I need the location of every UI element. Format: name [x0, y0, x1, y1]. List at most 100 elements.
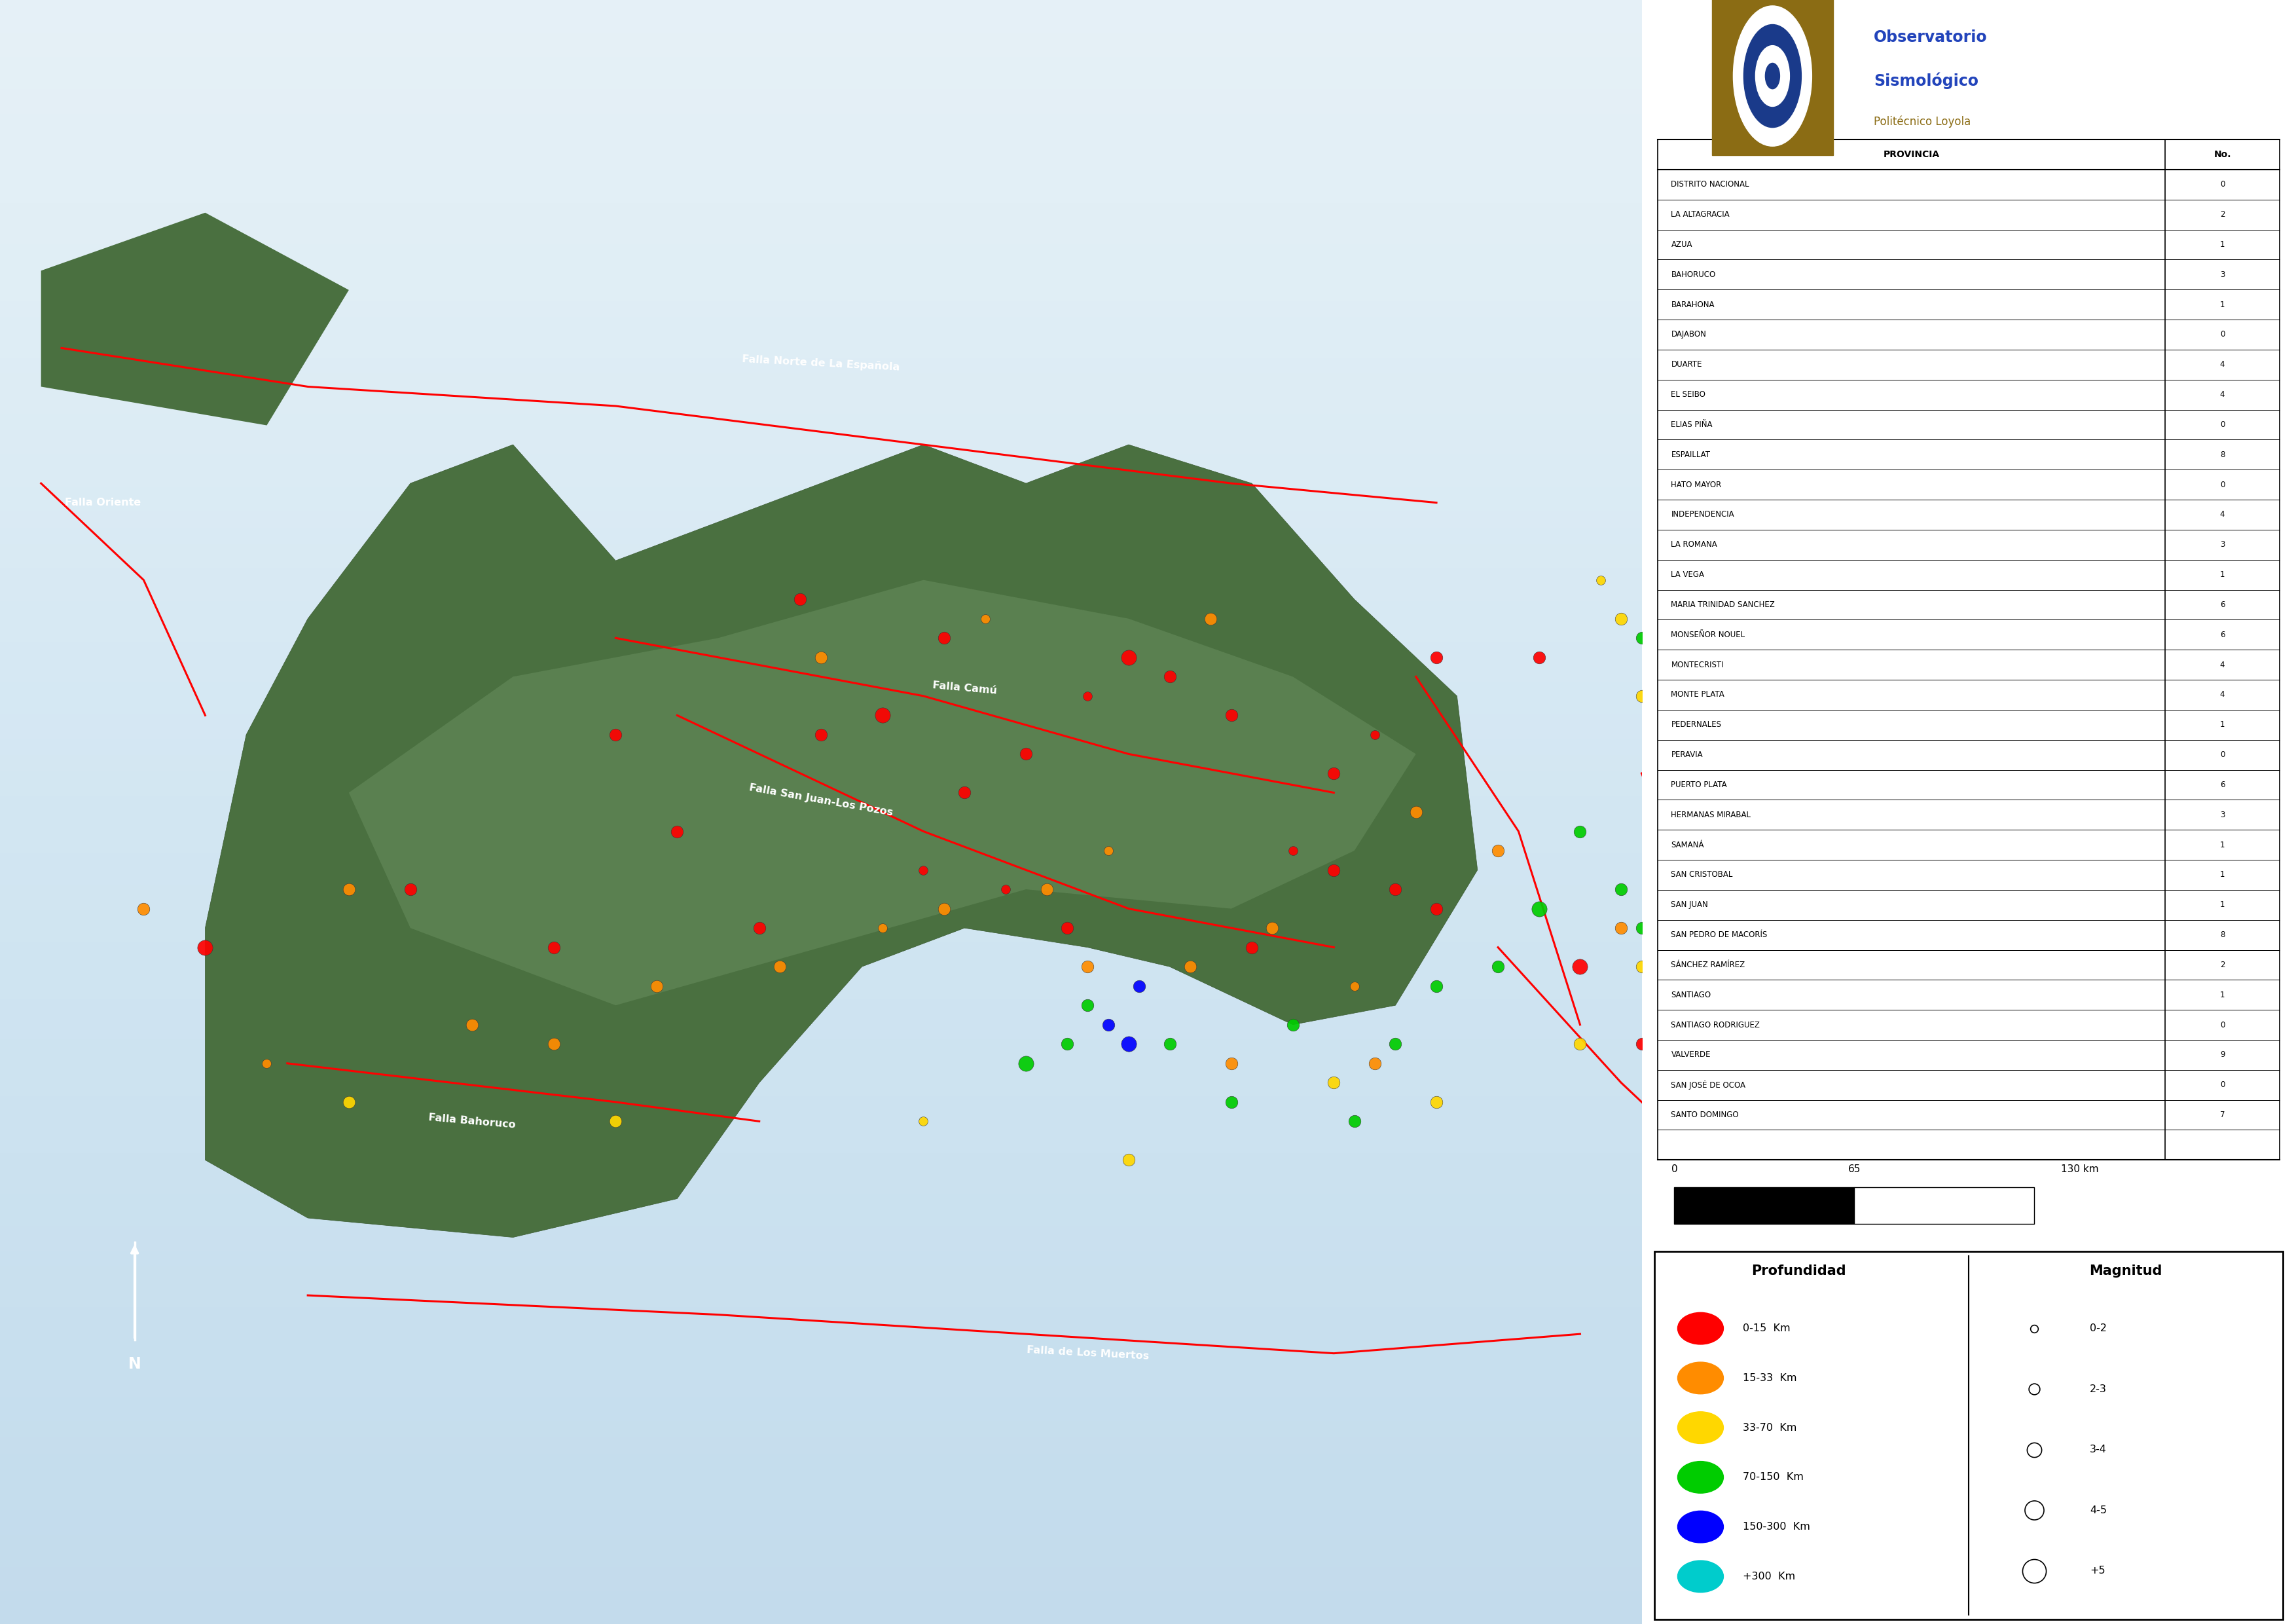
Point [762, 953, 799, 979]
Text: MONTECRISTI: MONTECRISTI [1671, 661, 1724, 669]
Circle shape [1756, 45, 1789, 107]
Point [1029, 877, 1065, 903]
Text: DUARTE: DUARTE [1671, 361, 1701, 369]
Text: 3: 3 [2220, 541, 2225, 549]
Circle shape [1678, 1411, 1724, 1444]
Circle shape [1678, 1363, 1724, 1393]
Point [248, 1051, 285, 1077]
Point [1419, 1090, 1456, 1116]
Circle shape [1678, 1312, 1724, 1345]
Text: 0: 0 [2220, 481, 2225, 489]
Point [1419, 645, 1456, 671]
Text: ELIAS PIÑA: ELIAS PIÑA [1671, 421, 1713, 429]
Point [1254, 914, 1290, 940]
Point [1357, 1051, 1394, 1077]
Text: 3: 3 [2220, 270, 2225, 279]
Text: N: N [129, 1356, 140, 1372]
Text: 0: 0 [2220, 421, 2225, 429]
Text: 0: 0 [2220, 330, 2225, 339]
Text: SANTO DOMINGO: SANTO DOMINGO [1671, 1111, 1738, 1119]
Point [1316, 857, 1352, 883]
Text: Falla Bahoruco: Falla Bahoruco [427, 1112, 517, 1130]
Point [1398, 799, 1435, 825]
Text: 1: 1 [2220, 870, 2225, 879]
Text: 0: 0 [1671, 1164, 1678, 1174]
Point [1561, 818, 1598, 844]
Text: DAJABON: DAJABON [1671, 330, 1706, 339]
Point [1070, 992, 1107, 1018]
Text: DISTRITO NACIONAL: DISTRITO NACIONAL [1671, 180, 1750, 188]
Point [783, 586, 820, 612]
Text: 1: 1 [2220, 570, 2225, 580]
Text: Sismológico: Sismológico [1874, 73, 1979, 89]
Point [1008, 741, 1045, 767]
Text: Politécnico Loyola: Politécnico Loyola [1874, 115, 1970, 128]
Text: LA ROMANA: LA ROMANA [1671, 541, 1717, 549]
Point [1623, 953, 1660, 979]
Point [535, 1031, 572, 1057]
Point [1111, 645, 1148, 671]
Point [1336, 973, 1373, 999]
Text: PUERTO PLATA: PUERTO PLATA [1671, 781, 1727, 789]
Text: 65: 65 [1848, 1164, 1860, 1174]
Point [925, 896, 962, 922]
Point [597, 721, 634, 747]
Point [1644, 992, 1681, 1018]
Text: +5: +5 [2089, 1566, 2105, 1575]
Point [186, 934, 223, 960]
Text: 1: 1 [2220, 841, 2225, 849]
Point [804, 721, 840, 747]
Text: 2: 2 [2220, 960, 2225, 970]
Circle shape [1766, 63, 1779, 89]
Text: 150-300  Km: 150-300 Km [1743, 1522, 1812, 1531]
Point [1212, 702, 1249, 728]
Text: 1: 1 [2220, 901, 2225, 909]
Text: 2: 2 [2220, 209, 2225, 219]
Text: Falla Camú: Falla Camú [932, 680, 996, 697]
Text: SAN JOSÉ DE OCOA: SAN JOSÉ DE OCOA [1671, 1080, 1745, 1090]
Bar [1655, 1250, 2282, 1619]
Point [1316, 760, 1352, 786]
Text: Falla de Los Muertos: Falla de Los Muertos [1026, 1345, 1148, 1361]
Text: 4: 4 [2220, 661, 2225, 669]
Point [2016, 1376, 2053, 1402]
Point [1479, 838, 1515, 864]
Text: BAHORUCO: BAHORUCO [1671, 270, 1715, 279]
Point [1623, 1031, 1660, 1057]
Point [1120, 973, 1157, 999]
Text: 6: 6 [2220, 630, 2225, 638]
Text: 3: 3 [2220, 810, 2225, 818]
Point [1378, 877, 1414, 903]
Text: 8: 8 [2220, 931, 2225, 939]
Point [1070, 953, 1107, 979]
Text: SAN JUAN: SAN JUAN [1671, 901, 1708, 909]
Bar [1713, 0, 1832, 154]
Point [2016, 1437, 2053, 1463]
Text: SANTIAGO RODRIGUEZ: SANTIAGO RODRIGUEZ [1671, 1020, 1761, 1030]
Text: MARIA TRINIDAD SANCHEZ: MARIA TRINIDAD SANCHEZ [1671, 601, 1775, 609]
Point [1274, 838, 1311, 864]
Point [455, 1012, 491, 1038]
Text: 1: 1 [2220, 300, 2225, 309]
Text: AZUA: AZUA [1671, 240, 1692, 248]
Point [905, 1108, 941, 1134]
Circle shape [1678, 1462, 1724, 1492]
Point [2016, 1557, 2053, 1583]
Point [535, 934, 572, 960]
Text: 6: 6 [2220, 781, 2225, 789]
Text: SANTIAGO: SANTIAGO [1671, 991, 1711, 999]
Point [1150, 664, 1187, 690]
Point [2016, 1315, 2053, 1341]
Text: 4: 4 [2220, 690, 2225, 698]
Point [946, 780, 983, 806]
Text: Profundidad: Profundidad [1752, 1265, 1846, 1278]
Text: 8: 8 [2220, 450, 2225, 460]
Point [967, 606, 1003, 632]
Point [1212, 1090, 1249, 1116]
Circle shape [1743, 24, 1802, 127]
Circle shape [1678, 1510, 1724, 1543]
Text: 15-33  Km: 15-33 Km [1743, 1374, 1798, 1384]
Point [1171, 953, 1208, 979]
Text: ESPAILLAT: ESPAILLAT [1671, 450, 1711, 460]
Polygon shape [204, 445, 1479, 1237]
